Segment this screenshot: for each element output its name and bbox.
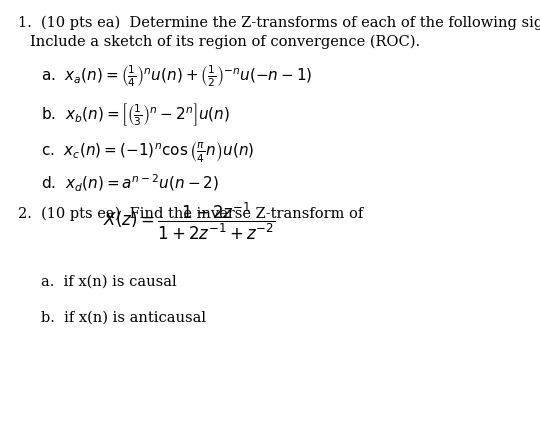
Text: 1.  (10 pts ea)  Determine the Z-transforms of each of the following signals.: 1. (10 pts ea) Determine the Z-transform… (18, 16, 540, 30)
Text: a.  if x(n) is causal: a. if x(n) is causal (41, 275, 177, 289)
Text: 2.  (10 pts ea)  Find the inverse Z-transform of: 2. (10 pts ea) Find the inverse Z-transf… (18, 207, 363, 221)
Text: $X(z) = \dfrac{1 - 2z^{-1}}{1 + 2z^{-1} + z^{-2}}$: $X(z) = \dfrac{1 - 2z^{-1}}{1 + 2z^{-1} … (103, 201, 276, 242)
Text: b.  if x(n) is anticausal: b. if x(n) is anticausal (41, 311, 206, 325)
Text: Include a sketch of its region of convergence (ROC).: Include a sketch of its region of conver… (30, 35, 420, 49)
Text: b.  $x_b(n) = \left[\left(\frac{1}{3}\right)^n - 2^n\right] u(n)$: b. $x_b(n) = \left[\left(\frac{1}{3}\rig… (41, 101, 230, 128)
Text: d.  $x_d(n) = a^{n-2} u(n-2)$: d. $x_d(n) = a^{n-2} u(n-2)$ (41, 173, 219, 194)
Text: a.  $x_a(n) = \left(\frac{1}{4}\right)^n u(n) + \left(\frac{1}{2}\right)^{-n} u(: a. $x_a(n) = \left(\frac{1}{4}\right)^n … (41, 63, 313, 89)
Text: c.  $x_c(n) = (-1)^n \cos\left(\frac{\pi}{4} n\right) u(n)$: c. $x_c(n) = (-1)^n \cos\left(\frac{\pi}… (41, 139, 254, 164)
